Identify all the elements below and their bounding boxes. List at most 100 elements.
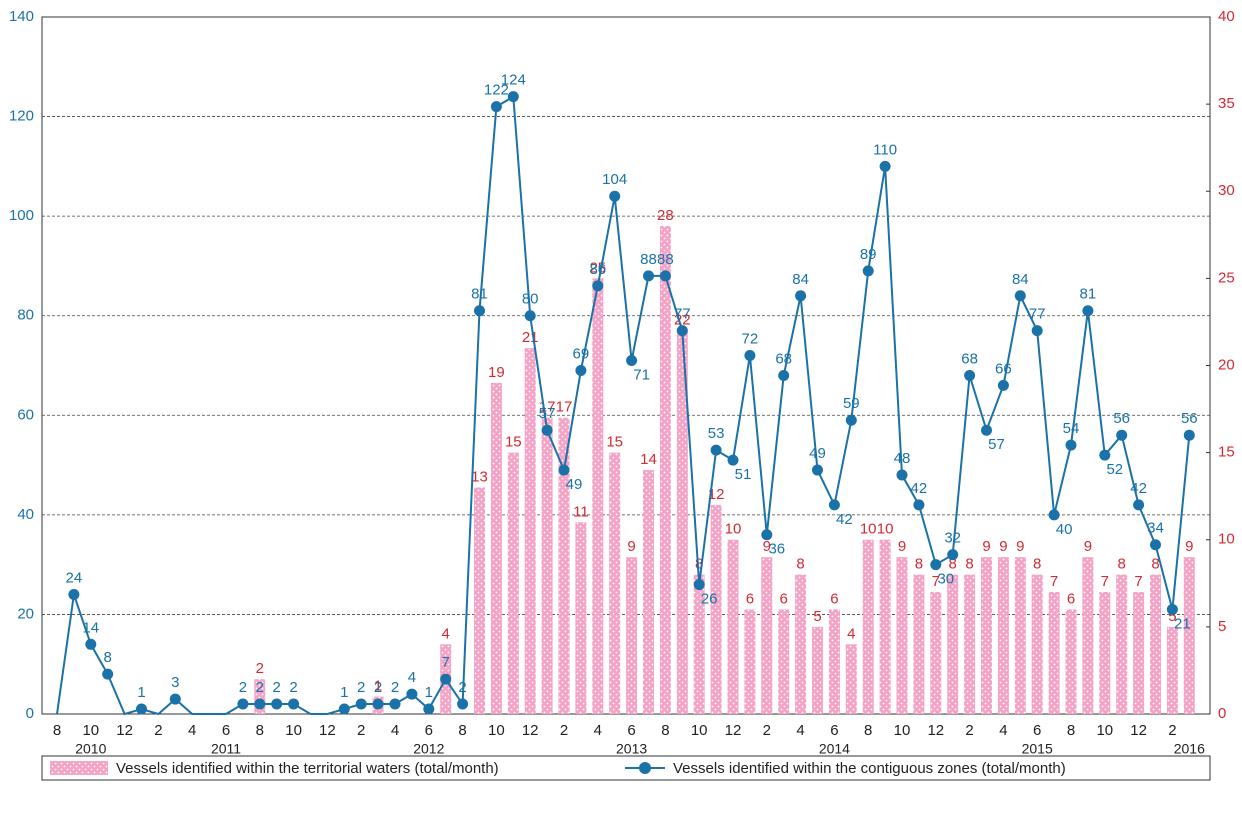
line-label: 30: [937, 571, 954, 588]
bar: [524, 348, 536, 714]
line-marker: [828, 499, 840, 511]
line-label: 81: [1080, 286, 1097, 303]
x-tick-label: 10: [691, 722, 708, 739]
line-marker: [1150, 539, 1161, 551]
bar-label: 8: [1151, 556, 1159, 573]
x-tick-label: 2: [357, 722, 365, 739]
line-marker: [710, 444, 722, 456]
bar-label: 2: [256, 660, 264, 677]
line-marker: [1014, 290, 1026, 302]
bar-label: 8: [949, 556, 957, 573]
bar-label: 8: [796, 556, 804, 573]
x-tick-label: 8: [1067, 722, 1075, 739]
line-marker: [558, 464, 570, 476]
bar: [1065, 609, 1077, 714]
legend-marker: [639, 762, 651, 774]
y2-tick-label: 15: [1218, 444, 1235, 461]
bar: [626, 557, 638, 714]
line-label: 1: [340, 684, 348, 701]
line-label: 4: [408, 669, 416, 686]
line-label: 68: [961, 350, 978, 367]
y2-tick-label: 30: [1218, 182, 1235, 199]
line-label: 80: [522, 291, 539, 308]
x-tick-label: 10: [285, 722, 302, 739]
x-tick-label: 4: [999, 722, 1007, 739]
year-label: 2015: [1022, 741, 1053, 757]
x-tick-label: 4: [796, 722, 804, 739]
y-tick-label: 100: [9, 207, 34, 224]
line-label: 51: [735, 466, 752, 483]
line-label: 2: [374, 679, 382, 696]
bar-label: 15: [606, 434, 623, 451]
bar: [761, 557, 773, 714]
line-label: 3: [171, 674, 179, 691]
bar: [1082, 557, 1094, 714]
bar: [879, 539, 891, 714]
x-tick-label: 12: [927, 722, 944, 739]
line-label: 72: [742, 331, 759, 348]
bar: [828, 609, 840, 714]
x-tick-label: 8: [661, 722, 669, 739]
line-label: 1: [425, 684, 433, 701]
x-tick-label: 8: [256, 722, 264, 739]
line-label: 2: [289, 679, 297, 696]
line-marker: [1048, 509, 1060, 521]
bar: [744, 609, 756, 714]
line-label: 69: [573, 345, 590, 362]
line-label: 1: [137, 684, 145, 701]
line-label: 57: [539, 405, 556, 422]
bar-label: 14: [640, 451, 657, 468]
bar: [795, 574, 807, 714]
y2-tick-label: 0: [1218, 705, 1226, 722]
bar-label: 8: [915, 556, 923, 573]
bar: [710, 504, 722, 714]
line-label: 8: [104, 649, 112, 666]
line-label: 53: [708, 425, 725, 442]
line-marker: [541, 424, 553, 436]
legend-box: [41, 755, 1211, 781]
x-tick-label: 6: [1033, 722, 1041, 739]
line-marker: [423, 703, 435, 715]
line-label: 40: [1056, 521, 1073, 538]
y-tick-label: 40: [17, 506, 34, 523]
bar: [1166, 626, 1178, 714]
line-marker: [964, 369, 976, 381]
line-marker: [457, 698, 469, 710]
x-tick-label: 4: [594, 722, 602, 739]
x-tick-label: 2: [1168, 722, 1176, 739]
bar: [947, 574, 959, 714]
bar-label: 10: [725, 521, 742, 538]
line-label: 26: [701, 591, 718, 608]
bar-label: 9: [627, 538, 635, 555]
bar-label: 13: [471, 468, 488, 485]
bar: [862, 539, 874, 714]
line-label: 66: [995, 360, 1012, 377]
bar-label: 9: [999, 538, 1007, 555]
line-marker: [930, 559, 942, 571]
x-tick-label: 8: [53, 722, 61, 739]
bar-label: 5: [1168, 608, 1176, 625]
line-label: 14: [82, 619, 99, 636]
bar: [659, 226, 671, 714]
x-tick-label: 10: [82, 722, 99, 739]
line-marker: [913, 499, 925, 511]
line-label: 88: [640, 251, 657, 268]
bar: [812, 626, 823, 714]
line-label: 2: [256, 679, 264, 696]
y2-tick-label: 25: [1218, 269, 1235, 286]
year-label: 2011: [211, 741, 241, 757]
bar-label: 28: [657, 207, 674, 224]
bar-label: 15: [505, 434, 522, 451]
line-marker: [474, 305, 485, 317]
line-marker: [372, 698, 384, 710]
y-tick-label: 120: [9, 108, 34, 125]
x-tick-label: 12: [522, 722, 539, 739]
line-label: 49: [809, 445, 826, 462]
y2-tick-label: 10: [1218, 531, 1235, 548]
bar-label: 10: [860, 521, 877, 538]
bar: [490, 382, 502, 714]
bar: [541, 417, 553, 714]
line-marker: [727, 454, 739, 466]
line-marker: [169, 693, 181, 705]
